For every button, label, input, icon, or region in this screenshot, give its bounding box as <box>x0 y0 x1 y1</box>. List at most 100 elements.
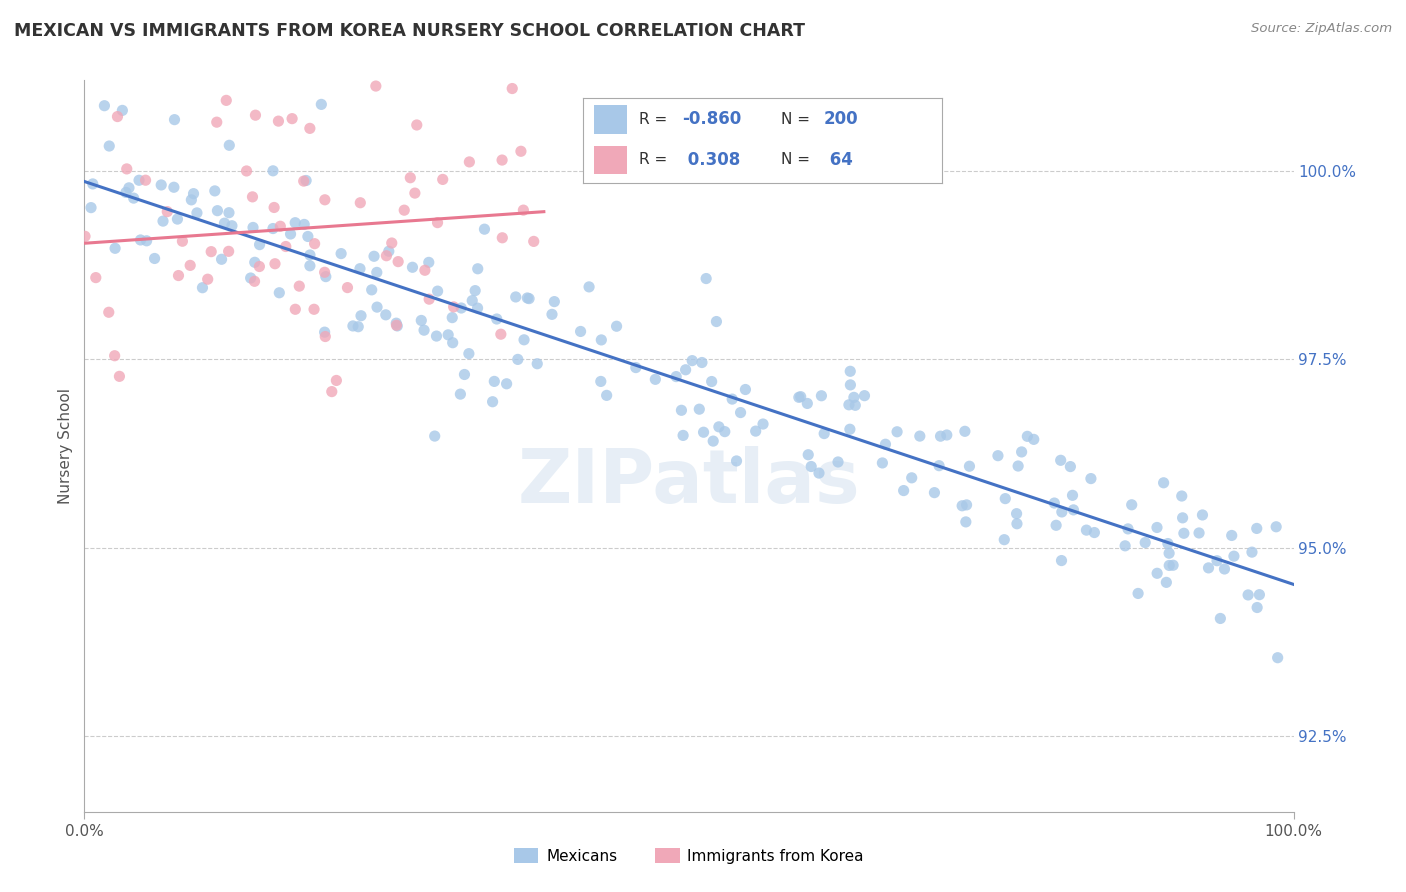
Point <box>437 327 460 342</box>
Point <box>1223 549 1246 564</box>
Point <box>491 153 513 167</box>
Point <box>702 434 724 449</box>
Point <box>624 360 647 375</box>
Point <box>336 280 359 294</box>
Point <box>97 305 120 319</box>
Point <box>1011 445 1033 459</box>
Point <box>135 173 157 187</box>
Text: N =: N = <box>780 112 810 127</box>
Point <box>526 357 548 371</box>
Point <box>172 234 194 248</box>
Point <box>314 329 336 343</box>
Legend: Mexicans, Immigrants from Korea: Mexicans, Immigrants from Korea <box>508 842 870 870</box>
Point <box>104 241 127 255</box>
Point <box>262 221 284 235</box>
Point <box>441 335 464 350</box>
Point <box>1240 545 1263 559</box>
Point <box>80 201 103 215</box>
Point <box>366 265 388 279</box>
Point <box>1116 522 1139 536</box>
Point <box>82 177 104 191</box>
Point <box>1188 525 1211 540</box>
Point <box>381 235 404 250</box>
Point <box>107 110 129 124</box>
Point <box>387 318 409 333</box>
Point <box>73 229 96 244</box>
Point <box>347 319 370 334</box>
Point <box>1156 575 1178 590</box>
Point <box>218 138 240 153</box>
Point <box>235 164 257 178</box>
Point <box>267 114 290 128</box>
Point <box>955 498 977 512</box>
Point <box>1265 520 1288 534</box>
Point <box>214 216 236 230</box>
Point <box>506 352 529 367</box>
Point <box>211 252 233 267</box>
Point <box>218 205 240 219</box>
Point <box>707 420 730 434</box>
Text: Source: ZipAtlas.com: Source: ZipAtlas.com <box>1251 22 1392 36</box>
Point <box>239 271 262 285</box>
Point <box>1022 433 1045 447</box>
Point <box>994 491 1017 506</box>
Point <box>342 318 364 333</box>
Point <box>1249 588 1271 602</box>
Point <box>495 376 517 391</box>
Point <box>734 383 756 397</box>
Point <box>122 191 145 205</box>
Point <box>330 246 353 260</box>
Point <box>1126 586 1149 600</box>
Point <box>411 313 433 327</box>
Point <box>692 425 714 440</box>
Point <box>672 428 695 442</box>
Point <box>807 466 830 480</box>
Point <box>1173 526 1195 541</box>
Point <box>453 368 475 382</box>
Point <box>706 314 728 328</box>
Point <box>725 454 748 468</box>
Point <box>166 212 188 227</box>
Point <box>458 155 481 169</box>
Point <box>418 255 440 269</box>
Point <box>450 301 472 315</box>
Point <box>924 485 946 500</box>
Point <box>485 312 508 326</box>
Point <box>394 203 416 218</box>
Point <box>242 190 264 204</box>
Point <box>118 181 141 195</box>
Point <box>163 180 186 194</box>
Point <box>404 186 426 200</box>
Point <box>481 394 503 409</box>
Point <box>842 390 865 404</box>
Point <box>364 78 387 93</box>
Point <box>374 308 396 322</box>
Point <box>292 218 315 232</box>
Point <box>523 235 546 249</box>
Point <box>284 302 307 317</box>
Point <box>695 271 717 285</box>
Point <box>288 279 311 293</box>
Point <box>886 425 908 439</box>
Point <box>281 51 304 65</box>
Point <box>713 425 735 439</box>
Point <box>302 302 325 317</box>
Point <box>280 227 302 241</box>
Point <box>730 406 752 420</box>
Point <box>513 333 536 347</box>
Point <box>569 325 592 339</box>
Point <box>1062 488 1084 502</box>
Point <box>606 319 628 334</box>
Point <box>1171 489 1194 503</box>
Point <box>1159 546 1181 560</box>
Point <box>128 173 150 187</box>
Point <box>284 216 307 230</box>
Point <box>247 260 270 274</box>
Point <box>838 422 860 436</box>
Point <box>959 459 981 474</box>
Point <box>578 280 600 294</box>
Point <box>311 97 333 112</box>
Point <box>1114 539 1136 553</box>
Point <box>274 239 297 253</box>
Point <box>827 455 849 469</box>
